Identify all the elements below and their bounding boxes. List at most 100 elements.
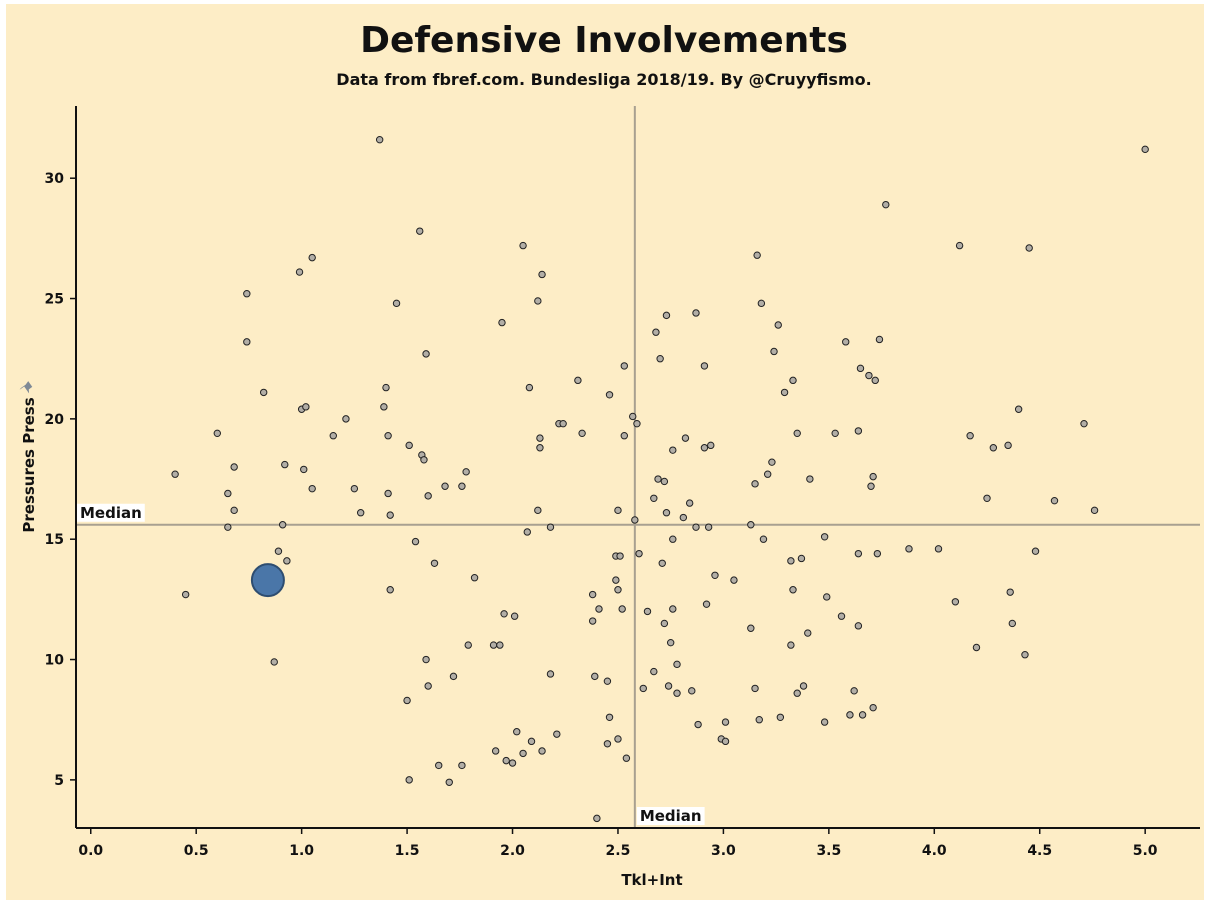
- data-point[interactable]: [519, 241, 527, 250]
- data-point[interactable]: [681, 434, 690, 442]
- data-point[interactable]: [1031, 547, 1040, 555]
- data-point[interactable]: [534, 297, 542, 305]
- data-point[interactable]: [831, 429, 839, 438]
- data-point[interactable]: [574, 376, 582, 385]
- data-point[interactable]: [527, 737, 536, 746]
- data-point[interactable]: [614, 506, 622, 515]
- data-point[interactable]: [692, 309, 700, 317]
- data-point[interactable]: [605, 713, 614, 721]
- data-point[interactable]: [302, 403, 310, 411]
- data-point[interactable]: [500, 610, 508, 618]
- data-point[interactable]: [650, 667, 658, 676]
- data-point[interactable]: [620, 432, 628, 440]
- data-point[interactable]: [989, 444, 998, 452]
- data-point[interactable]: [850, 687, 858, 695]
- data-point[interactable]: [181, 590, 190, 599]
- data-point[interactable]: [702, 600, 711, 608]
- data-point[interactable]: [382, 383, 390, 392]
- data-point[interactable]: [751, 480, 759, 488]
- data-point[interactable]: [753, 251, 761, 259]
- data-point[interactable]: [281, 460, 289, 469]
- data-point[interactable]: [823, 593, 831, 601]
- data-point[interactable]: [652, 328, 660, 336]
- data-point[interactable]: [441, 482, 449, 490]
- data-point[interactable]: [411, 537, 420, 546]
- data-point[interactable]: [308, 484, 316, 493]
- data-point[interactable]: [871, 376, 879, 385]
- data-point[interactable]: [422, 655, 430, 664]
- data-point[interactable]: [403, 696, 411, 705]
- data-point[interactable]: [1006, 588, 1014, 596]
- data-point[interactable]: [700, 362, 709, 370]
- data-point[interactable]: [536, 434, 544, 442]
- data-point[interactable]: [588, 617, 597, 625]
- data-point[interactable]: [747, 624, 755, 632]
- data-point[interactable]: [966, 432, 974, 440]
- data-point[interactable]: [595, 605, 603, 613]
- data-point[interactable]: [846, 711, 854, 719]
- data-point[interactable]: [462, 468, 470, 476]
- data-point[interactable]: [416, 227, 424, 235]
- data-point[interactable]: [513, 728, 521, 736]
- data-point[interactable]: [300, 465, 308, 474]
- data-point[interactable]: [721, 718, 730, 726]
- data-point[interactable]: [616, 552, 624, 560]
- data-point[interactable]: [620, 362, 628, 370]
- pin-icon[interactable]: [19, 380, 33, 394]
- data-point[interactable]: [650, 494, 658, 502]
- data-point[interactable]: [972, 643, 981, 652]
- data-point[interactable]: [955, 241, 964, 250]
- data-point[interactable]: [662, 509, 671, 517]
- data-point[interactable]: [1004, 441, 1012, 450]
- data-point[interactable]: [854, 427, 863, 435]
- data-point[interactable]: [869, 472, 877, 481]
- data-point[interactable]: [654, 475, 662, 483]
- data-point[interactable]: [707, 441, 715, 450]
- data-point[interactable]: [420, 456, 428, 464]
- data-point[interactable]: [553, 730, 561, 738]
- data-point[interactable]: [694, 720, 702, 729]
- data-point[interactable]: [308, 253, 316, 262]
- data-point[interactable]: [1025, 244, 1033, 252]
- data-point[interactable]: [445, 778, 453, 786]
- data-point[interactable]: [536, 444, 544, 452]
- data-point[interactable]: [820, 718, 829, 726]
- data-point[interactable]: [384, 489, 392, 498]
- data-point[interactable]: [755, 716, 763, 724]
- data-point[interactable]: [639, 684, 647, 693]
- data-point[interactable]: [787, 557, 795, 565]
- data-point[interactable]: [405, 441, 413, 450]
- data-point[interactable]: [224, 523, 232, 531]
- data-point[interactable]: [656, 355, 664, 363]
- data-point[interactable]: [1141, 145, 1149, 154]
- data-point[interactable]: [856, 364, 865, 373]
- data-point[interactable]: [804, 629, 812, 637]
- data-point[interactable]: [224, 489, 232, 498]
- data-point[interactable]: [449, 672, 458, 681]
- data-point[interactable]: [751, 684, 759, 693]
- data-point[interactable]: [1008, 619, 1017, 628]
- data-point[interactable]: [523, 528, 531, 536]
- data-point[interactable]: [1050, 496, 1059, 505]
- data-point[interactable]: [384, 432, 392, 440]
- data-point[interactable]: [780, 388, 789, 397]
- data-point[interactable]: [614, 586, 622, 594]
- data-point[interactable]: [770, 347, 778, 356]
- data-point[interactable]: [867, 482, 875, 490]
- data-point[interactable]: [629, 412, 637, 421]
- data-point[interactable]: [380, 403, 388, 411]
- data-point[interactable]: [603, 677, 612, 685]
- data-point[interactable]: [685, 499, 694, 507]
- data-point[interactable]: [865, 371, 873, 380]
- data-point[interactable]: [858, 711, 867, 719]
- data-point[interactable]: [546, 670, 555, 678]
- data-point[interactable]: [342, 415, 350, 423]
- data-point[interactable]: [700, 444, 709, 452]
- data-point[interactable]: [669, 535, 677, 543]
- data-point[interactable]: [230, 506, 238, 515]
- data-point[interactable]: [375, 135, 384, 144]
- data-point[interactable]: [983, 494, 991, 502]
- data-point[interactable]: [747, 521, 755, 529]
- data-point[interactable]: [498, 318, 506, 327]
- data-point[interactable]: [270, 658, 278, 666]
